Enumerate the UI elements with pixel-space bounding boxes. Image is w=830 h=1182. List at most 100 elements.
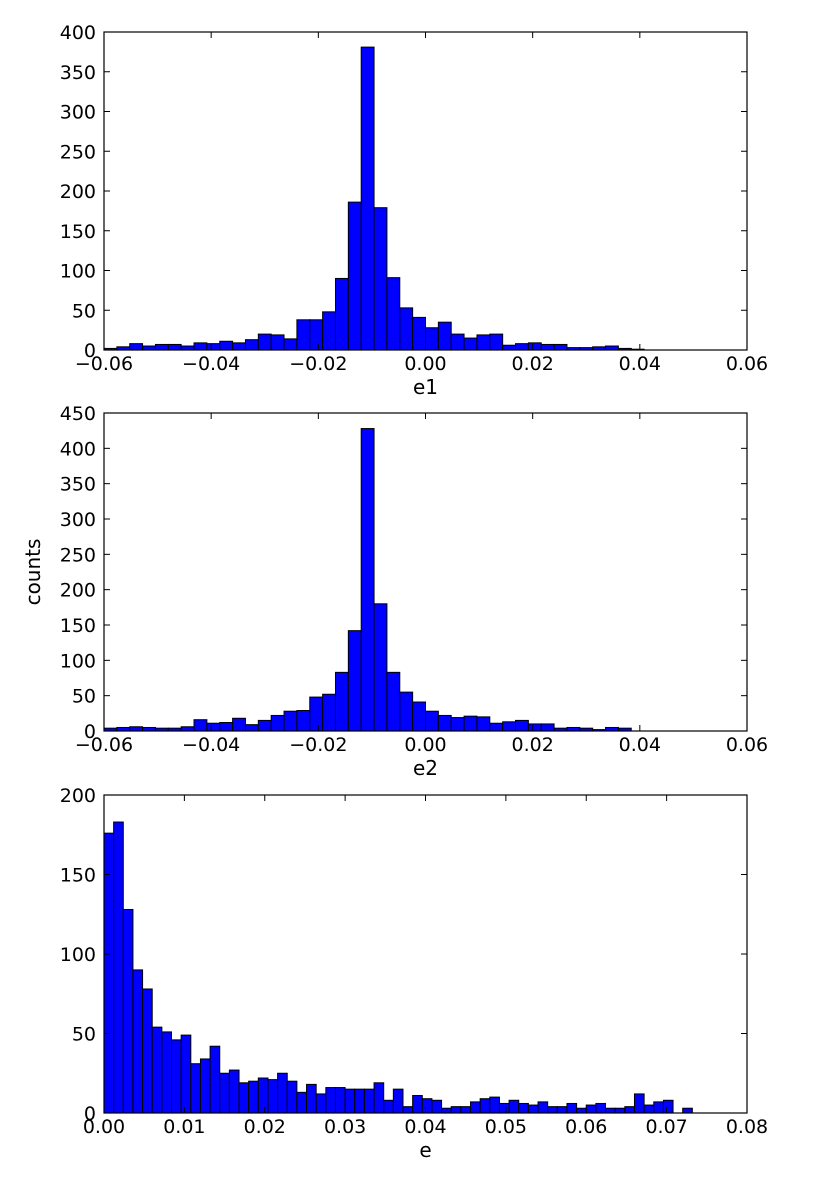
histogram-bar (502, 344, 517, 351)
histogram-bar (180, 726, 195, 732)
x-tick-label: −0.04 (182, 734, 240, 756)
histogram-bar (306, 1083, 317, 1114)
y-tick-label: 150 (60, 865, 96, 887)
histogram-bar (325, 1087, 336, 1114)
y-tick-label: 400 (60, 22, 96, 44)
y-tick-label: 300 (60, 102, 96, 124)
histogram-bar (553, 343, 568, 351)
histogram-bar (643, 1104, 655, 1114)
histogram-bar (489, 1096, 500, 1114)
histogram-bar (219, 1072, 230, 1114)
histogram-bar (296, 1091, 308, 1114)
histogram-bar (161, 1031, 173, 1114)
histogram-bar (386, 671, 401, 732)
x-tick-label: 0.06 (565, 1116, 607, 1138)
histogram-bar (154, 343, 169, 351)
histogram-bar (412, 316, 427, 351)
histogram-bar (257, 1077, 269, 1114)
histogram-bar (286, 1080, 298, 1114)
y-tick-label: 0 (84, 721, 96, 743)
x-tick-label: 0.08 (726, 1116, 768, 1138)
x-axis-label: e1 (413, 375, 438, 399)
y-tick-label: 400 (60, 438, 96, 460)
x-tick-label: 0.01 (163, 1116, 205, 1138)
x-tick-label: −0.02 (289, 734, 347, 756)
histogram-bar (540, 723, 555, 732)
histogram-bar (547, 1106, 558, 1114)
x-tick-label: 0.00 (404, 353, 446, 375)
histogram-panel-e1: −0.06 −0.04 −0.02 0.00 0.02 0.04 0.06 0 50 100 150… (60, 22, 768, 399)
x-tick-label: −0.02 (289, 353, 347, 375)
x-tick-label: 0.00 (83, 1116, 125, 1138)
histogram-bar (267, 1079, 279, 1114)
histogram-bar (209, 1045, 221, 1114)
histogram-bar (450, 1106, 462, 1114)
y-tick-label: 350 (60, 62, 96, 84)
histogram-bar (199, 1058, 211, 1114)
x-tick-label: 0.02 (512, 353, 554, 375)
histogram-panel-e2: −0.06 −0.04 −0.02 0.00 0.02 0.04 0.06 0 50 100 150… (60, 403, 768, 780)
histogram-bar (653, 1101, 664, 1114)
histogram-bar (363, 1088, 375, 1114)
histogram-bar (595, 1102, 607, 1114)
y-tick-label: 450 (60, 403, 96, 425)
histogram-bar (360, 428, 375, 732)
x-tick-label: −0.04 (182, 353, 240, 375)
x-tick-label: 0.02 (512, 734, 554, 756)
histogram-bar (373, 207, 388, 351)
histogram-bar (585, 1104, 597, 1114)
histogram-bar (270, 334, 285, 351)
histogram-bar (502, 721, 517, 732)
histogram-bar (624, 1106, 635, 1114)
histogram-bar (347, 201, 362, 351)
histogram-bar (171, 1039, 182, 1114)
histogram-bar (450, 717, 465, 732)
histogram-bar (257, 333, 272, 351)
histogram-bar (425, 327, 439, 351)
histogram-bar (392, 1088, 404, 1114)
histogram-bar (347, 630, 362, 732)
plot-frame (103, 412, 748, 732)
histogram-bar (399, 691, 414, 732)
y-tick-label: 50 (72, 300, 96, 322)
histogram-bar (476, 716, 491, 732)
histogram-bar (193, 719, 208, 732)
histogram-bar (219, 340, 234, 351)
x-tick-label: 0.02 (244, 1116, 286, 1138)
x-tick-label: 0.04 (619, 353, 661, 375)
histogram-bar (190, 1063, 201, 1114)
histogram-bar (244, 724, 259, 732)
x-tick-label: 0.06 (726, 353, 768, 375)
x-tick-label: 0.05 (485, 1116, 527, 1138)
histogram-bar (537, 1101, 549, 1114)
x-tick-label: 0.04 (404, 1116, 446, 1138)
histogram-bar (386, 277, 401, 351)
y-tick-label: 100 (60, 944, 96, 966)
histogram-bar (437, 714, 452, 732)
x-axis-label: e2 (413, 756, 438, 780)
histogram-bar (296, 319, 311, 351)
histogram-bar (373, 1082, 385, 1114)
x-tick-label: −0.06 (75, 353, 133, 375)
histogram-bar (402, 1106, 414, 1114)
y-tick-label: 150 (60, 615, 96, 637)
histogram-bar (354, 1088, 365, 1114)
y-tick-label: 150 (60, 221, 96, 243)
shared-y-axis-label: counts (21, 539, 45, 606)
histogram-bar (129, 726, 144, 732)
histogram-bar (180, 1034, 192, 1114)
histogram-bar (283, 710, 298, 732)
histogram-bar (470, 1101, 481, 1114)
histogram-bar (489, 722, 504, 732)
histogram-bar (479, 1098, 491, 1114)
histogram-panel-e: 0.00 0.01 0.02 0.03 0.04 0.05 0.06 0.07 0.08 0 50 1… (60, 785, 768, 1162)
histogram-bar (431, 1099, 443, 1114)
x-tick-label: 0.06 (726, 734, 768, 756)
histogram-bar (489, 333, 504, 351)
y-tick-label: 250 (60, 544, 96, 566)
x-tick-label: −0.06 (75, 734, 133, 756)
histogram-bar (103, 832, 115, 1114)
plot-frame (103, 31, 748, 351)
histogram-bar (334, 671, 349, 732)
